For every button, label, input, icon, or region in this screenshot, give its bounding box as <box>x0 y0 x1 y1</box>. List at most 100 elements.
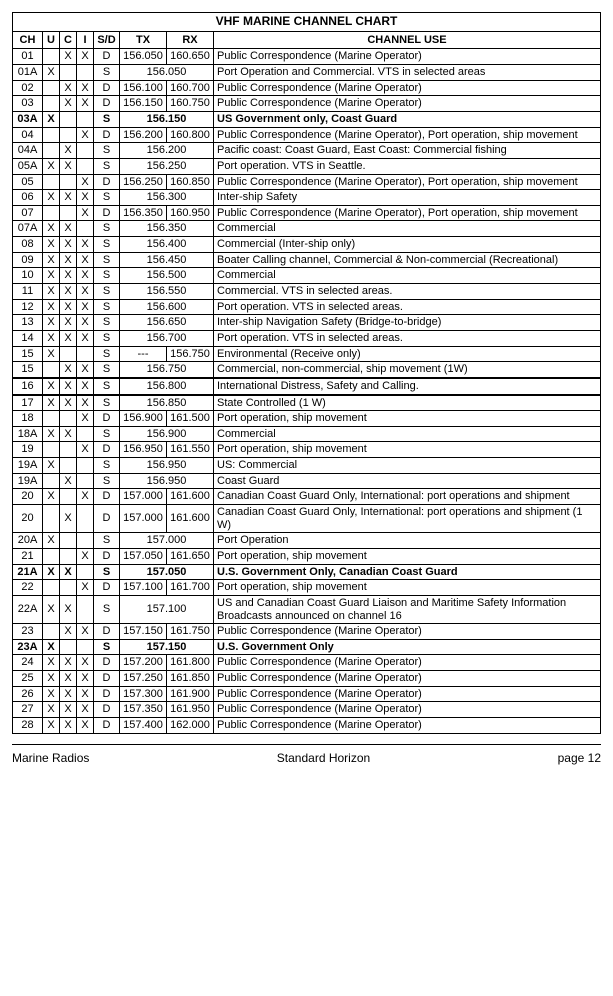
table-row: 23AXS157.150U.S. Government Only <box>13 639 601 655</box>
cell-c <box>60 580 77 596</box>
cell-use: Port operation, ship movement <box>214 442 601 458</box>
table-row: 22XD157.100161.700Port operation, ship m… <box>13 580 601 596</box>
cell-rx: 162.000 <box>167 717 214 733</box>
cell-c: X <box>60 564 77 580</box>
cell-i: X <box>77 702 94 718</box>
cell-sd: S <box>94 639 120 655</box>
cell-i: X <box>77 127 94 143</box>
cell-use: Public Correspondence (Marine Operator) <box>214 49 601 65</box>
cell-i: X <box>77 442 94 458</box>
cell-c <box>60 127 77 143</box>
cell-i <box>77 533 94 549</box>
cell-sd: S <box>94 237 120 253</box>
cell-i: X <box>77 624 94 640</box>
cell-c: X <box>60 221 77 237</box>
cell-c <box>60 442 77 458</box>
cell-rx: 160.650 <box>167 49 214 65</box>
cell-ch: 18 <box>13 411 43 427</box>
table-row: 01XXD156.050160.650Public Correspondence… <box>13 49 601 65</box>
table-row: 16XXXS156.800International Distress, Saf… <box>13 378 601 395</box>
cell-c: X <box>60 49 77 65</box>
cell-use: Commercial. VTS in selected areas. <box>214 284 601 300</box>
cell-i: X <box>77 686 94 702</box>
cell-sd: S <box>94 395 120 411</box>
cell-use: Port operation. VTS in selected areas. <box>214 299 601 315</box>
cell-i: X <box>77 671 94 687</box>
cell-i: X <box>77 655 94 671</box>
cell-use: Public Correspondence (Marine Operator) <box>214 671 601 687</box>
cell-use: Public Correspondence (Marine Operator) <box>214 80 601 96</box>
table-row: 15XXS156.750Commercial, non-commercial, … <box>13 362 601 378</box>
cell-rx: 160.750 <box>167 96 214 112</box>
cell-ch: 01A <box>13 65 43 81</box>
table-row: 07XD156.350160.950Public Correspondence … <box>13 205 601 221</box>
cell-sd: D <box>94 489 120 505</box>
cell-tx: 156.900 <box>120 411 167 427</box>
cell-u <box>43 174 60 190</box>
cell-u: X <box>43 639 60 655</box>
cell-rx: 161.550 <box>167 442 214 458</box>
cell-sd: D <box>94 127 120 143</box>
cell-use: Public Correspondence (Marine Operator),… <box>214 174 601 190</box>
cell-ch: 15 <box>13 362 43 378</box>
cell-rx: 161.500 <box>167 411 214 427</box>
table-title-row: VHF MARINE CHANNEL CHART <box>13 13 601 32</box>
cell-rx: 160.700 <box>167 80 214 96</box>
cell-i: X <box>77 395 94 411</box>
cell-u: X <box>43 686 60 702</box>
cell-ch: 05 <box>13 174 43 190</box>
cell-u: X <box>43 190 60 206</box>
cell-sd: S <box>94 190 120 206</box>
cell-i <box>77 564 94 580</box>
cell-c: X <box>60 426 77 442</box>
cell-i: X <box>77 96 94 112</box>
cell-use: Port operation, ship movement <box>214 411 601 427</box>
cell-tx: 157.250 <box>120 671 167 687</box>
cell-i <box>77 143 94 159</box>
cell-ch: 20 <box>13 505 43 533</box>
cell-use: Port Operation <box>214 533 601 549</box>
cell-freq: 156.950 <box>120 458 214 474</box>
cell-sd: S <box>94 473 120 489</box>
cell-ch: 07A <box>13 221 43 237</box>
header-i: I <box>77 31 94 49</box>
cell-use: Commercial <box>214 221 601 237</box>
cell-freq: 156.300 <box>120 190 214 206</box>
table-row: 19AXS156.950US: Commercial <box>13 458 601 474</box>
cell-i: X <box>77 378 94 395</box>
cell-u: X <box>43 268 60 284</box>
cell-u: X <box>43 717 60 733</box>
cell-sd: S <box>94 564 120 580</box>
cell-u <box>43 411 60 427</box>
cell-freq: 157.100 <box>120 595 214 623</box>
page-footer: Marine Radios Standard Horizon page 12 <box>12 744 601 765</box>
cell-use: Port operation, ship movement <box>214 548 601 564</box>
cell-ch: 10 <box>13 268 43 284</box>
cell-ch: 24 <box>13 655 43 671</box>
cell-sd: S <box>94 362 120 378</box>
cell-use: Public Correspondence (Marine Operator) <box>214 717 601 733</box>
cell-i <box>77 505 94 533</box>
table-row: 05XD156.250160.850Public Correspondence … <box>13 174 601 190</box>
cell-use: Port operation, ship movement <box>214 580 601 596</box>
cell-ch: 25 <box>13 671 43 687</box>
cell-ch: 20A <box>13 533 43 549</box>
cell-ch: 18A <box>13 426 43 442</box>
cell-freq: 156.050 <box>120 65 214 81</box>
cell-u: X <box>43 330 60 346</box>
cell-use: Port operation. VTS in selected areas. <box>214 330 601 346</box>
cell-rx: 160.850 <box>167 174 214 190</box>
cell-i: X <box>77 489 94 505</box>
cell-i: X <box>77 80 94 96</box>
cell-rx: 161.950 <box>167 702 214 718</box>
cell-rx: 160.950 <box>167 205 214 221</box>
cell-sd: S <box>94 268 120 284</box>
cell-rx: 161.700 <box>167 580 214 596</box>
cell-tx: 157.000 <box>120 505 167 533</box>
cell-use: Inter-ship Safety <box>214 190 601 206</box>
cell-ch: 06 <box>13 190 43 206</box>
header-rx: RX <box>167 31 214 49</box>
footer-center: Standard Horizon <box>277 751 370 765</box>
cell-freq: 156.950 <box>120 473 214 489</box>
cell-use: Public Correspondence (Marine Operator),… <box>214 205 601 221</box>
